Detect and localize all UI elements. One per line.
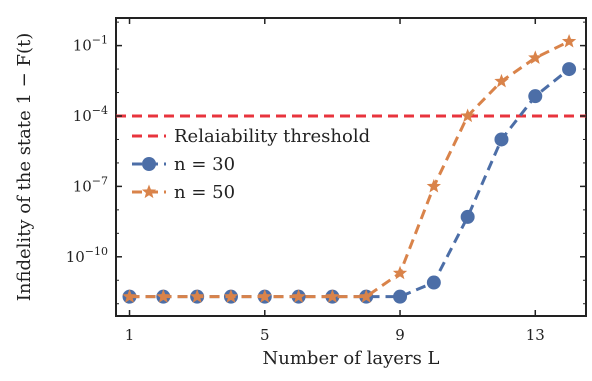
y-axis-label: Infidelity of the state 1 − F(t) — [14, 33, 35, 302]
data-point — [528, 89, 543, 104]
data-point — [223, 289, 239, 303]
y-tick-label: 10−1 — [73, 34, 108, 55]
data-point — [426, 178, 441, 193]
series-line — [129, 40, 570, 299]
data-point — [393, 289, 408, 304]
data-point — [156, 289, 171, 303]
y-tick-label: 10−10 — [66, 245, 108, 266]
x-tick-label: 1 — [125, 326, 135, 344]
legend-swatch-marker — [141, 184, 157, 199]
plot-frame — [115, 17, 587, 317]
data-point — [528, 50, 543, 64]
data-point — [426, 275, 441, 290]
data-point — [291, 289, 306, 303]
data-point — [494, 132, 509, 147]
data-point — [257, 289, 272, 303]
legend: Relaiability threshold n = 30 n = 50 — [132, 126, 370, 203]
x-tick-label: 5 — [260, 326, 270, 344]
data-point — [561, 33, 577, 48]
data-point — [494, 73, 509, 88]
data-point — [460, 209, 475, 224]
legend-swatch-marker — [142, 157, 156, 171]
x-tick-label: 9 — [395, 326, 405, 344]
data-point — [562, 62, 577, 77]
data-point — [359, 289, 374, 303]
series-2 — [122, 33, 577, 303]
legend-label: n = 50 — [174, 182, 235, 203]
y-tick-label: 10−7 — [73, 174, 108, 195]
data-point — [325, 289, 340, 303]
x-axis-label: Number of layers L — [263, 348, 440, 369]
y-tick-label: 10−4 — [73, 104, 108, 125]
axes — [115, 17, 587, 317]
data-point — [122, 289, 137, 303]
data-point — [392, 265, 408, 280]
legend-label: n = 30 — [174, 154, 235, 175]
x-tick-label: 13 — [526, 326, 545, 344]
data-point — [460, 108, 475, 123]
data-point — [190, 289, 205, 303]
legend-label: Relaiability threshold — [174, 126, 370, 147]
